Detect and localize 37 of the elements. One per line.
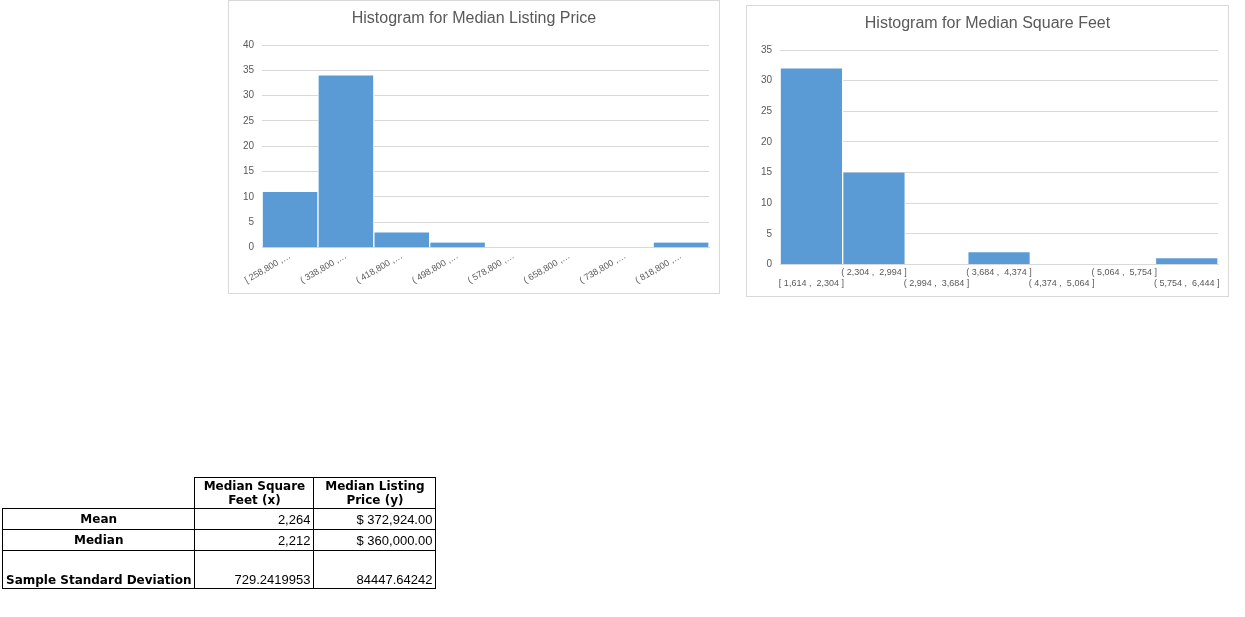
y-tick-label: 35 xyxy=(761,43,773,55)
text: 2,264 xyxy=(194,508,314,530)
y-tick-label: 15 xyxy=(761,166,773,178)
y-tick-label: 0 xyxy=(766,258,773,270)
y-tick-label: 10 xyxy=(243,190,255,202)
y-tick-label: 0 xyxy=(248,241,255,253)
chart-title: Histogram for Median Square Feet xyxy=(863,14,1112,32)
x-tick-label: ( 2,994 , 3,684 ] xyxy=(903,278,970,289)
text: Median Square Feet (x) xyxy=(194,477,314,509)
y-tick-label: 40 xyxy=(243,38,255,50)
text: 84447.64242 xyxy=(313,550,436,589)
y-tick-label: 25 xyxy=(243,114,255,126)
text: Median Listing Price (y) xyxy=(313,477,436,509)
y-tick-label: 20 xyxy=(243,140,255,152)
x-tick-label: ( 2,304 , 2,994 ] xyxy=(841,267,907,278)
text: Sample Standard Deviation xyxy=(2,550,195,589)
y-tick-label: 10 xyxy=(761,196,773,208)
text: $ 372,924.00 xyxy=(313,508,436,530)
text: $ 360,000.00 xyxy=(313,529,436,551)
y-tick-label: 5 xyxy=(248,216,255,228)
x-tick-label: [ 1,614 , 2,304 ] xyxy=(778,278,844,289)
y-tick-label: 30 xyxy=(761,74,773,86)
y-tick-label: 15 xyxy=(243,165,255,177)
y-tick-label: 30 xyxy=(243,89,255,101)
text: Median xyxy=(2,529,195,551)
x-tick-label: ( 5,064 , 5,754 ] xyxy=(1091,267,1157,278)
x-tick-label: ( 4,374 , 5,064 ] xyxy=(1028,278,1095,289)
y-tick-label: 5 xyxy=(766,227,773,239)
x-tick-label: ( 5,754 , 6,444 ] xyxy=(1153,278,1220,289)
y-tick-label: 35 xyxy=(243,64,255,76)
text: Mean xyxy=(2,508,195,530)
y-tick-label: 25 xyxy=(761,105,773,117)
y-tick-label: 20 xyxy=(761,135,773,147)
text: 2,212 xyxy=(194,529,314,551)
x-tick-label: ( 3,684 , 4,374 ] xyxy=(966,267,1032,278)
text: 729.2419953 xyxy=(194,550,314,589)
chart-title: Histogram for Median Listing Price xyxy=(350,9,598,27)
